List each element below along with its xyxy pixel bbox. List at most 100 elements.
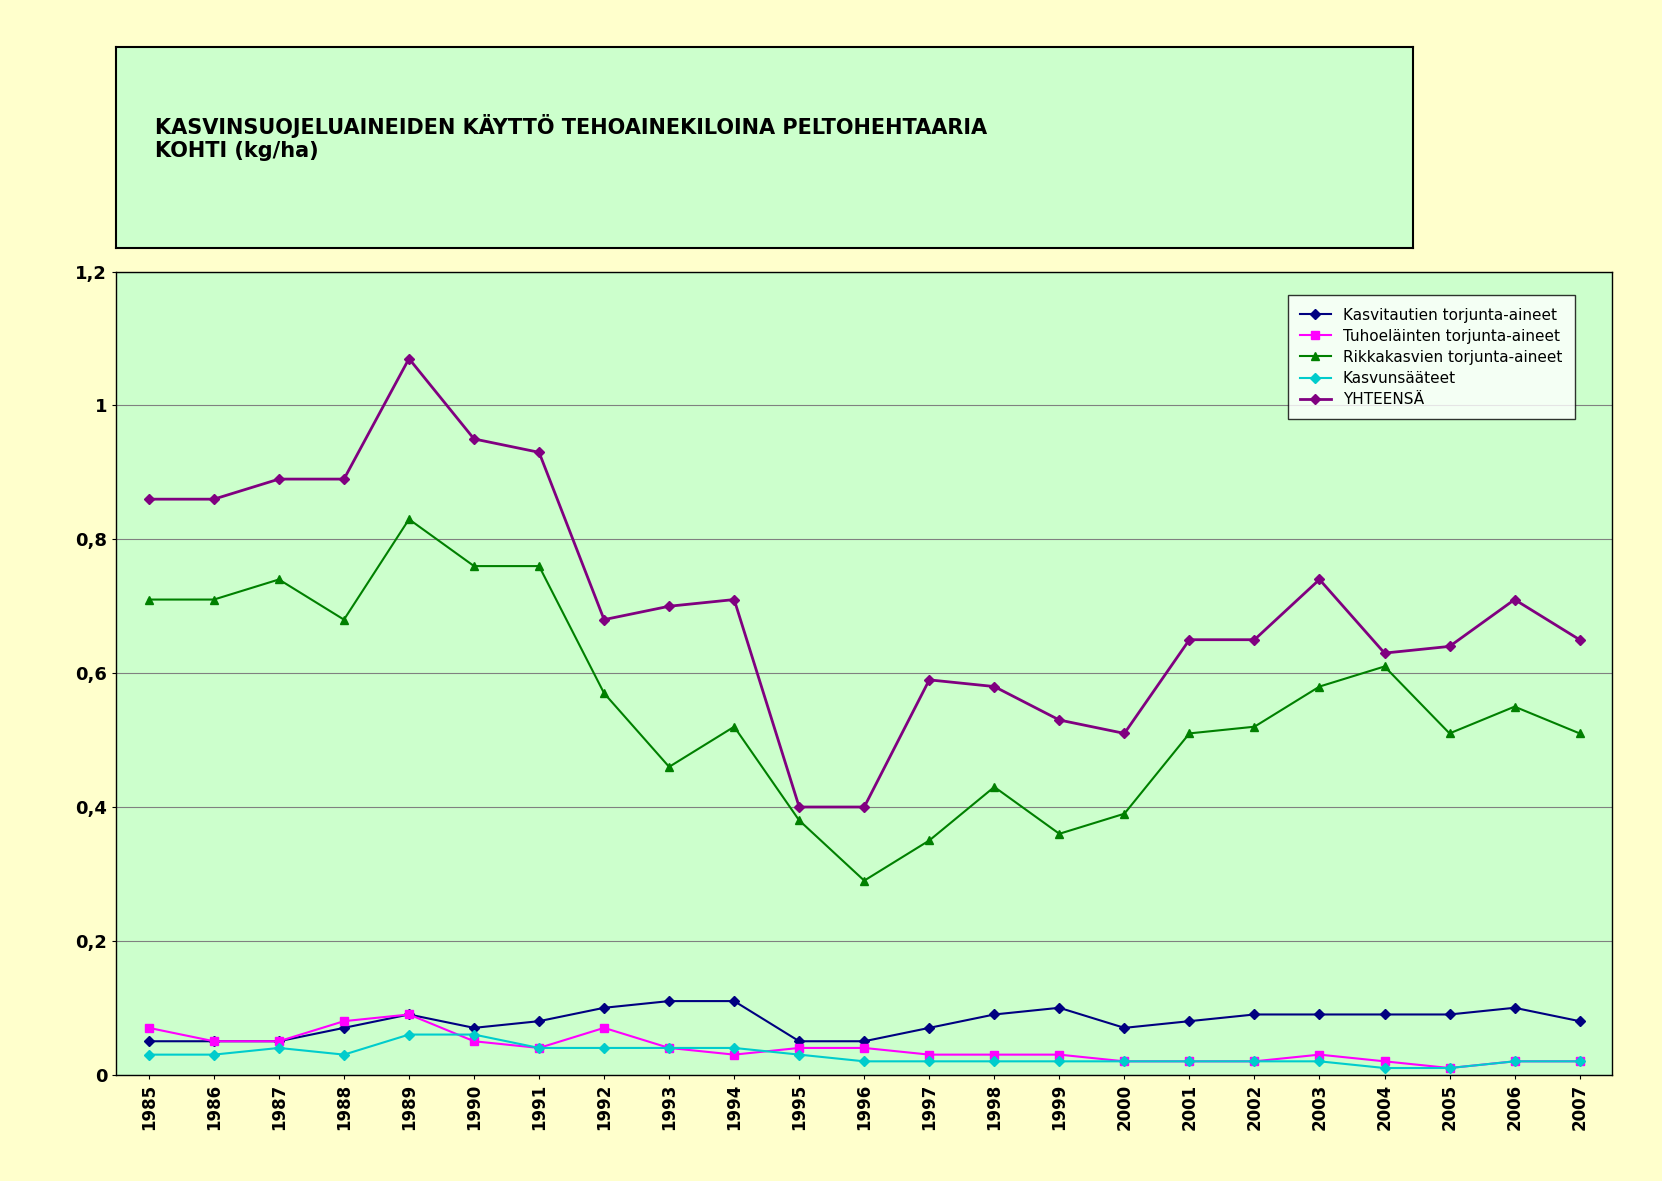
Kasvunsääteet xyxy=(334,1048,354,1062)
Kasvunsääteet xyxy=(399,1027,419,1042)
Rikkakasvien torjunta-aineet xyxy=(269,573,289,587)
Tuhoeläinten torjunta-aineet xyxy=(1049,1048,1069,1062)
YHTEENSÄ xyxy=(1439,639,1459,653)
Kasvitautien torjunta-aineet xyxy=(204,1035,224,1049)
Kasvitautien torjunta-aineet xyxy=(1245,1007,1265,1022)
Text: KASVINSUOJELUAINEIDEN KÄYTTÖ TEHOAINEKILOINA PELTOHEHTAARIA
KOHTI (kg/ha): KASVINSUOJELUAINEIDEN KÄYTTÖ TEHOAINEKIL… xyxy=(155,115,987,161)
Kasvunsääteet xyxy=(464,1027,484,1042)
Kasvunsääteet xyxy=(919,1055,939,1069)
Rikkakasvien torjunta-aineet xyxy=(919,834,939,848)
Tuhoeläinten torjunta-aineet xyxy=(593,1020,613,1035)
Kasvunsääteet xyxy=(140,1048,160,1062)
Kasvitautien torjunta-aineet xyxy=(1115,1020,1135,1035)
Rikkakasvien torjunta-aineet xyxy=(334,613,354,627)
Line: Kasvitautien torjunta-aineet: Kasvitautien torjunta-aineet xyxy=(145,998,1584,1045)
YHTEENSÄ xyxy=(1310,573,1330,587)
Rikkakasvien torjunta-aineet xyxy=(789,814,809,828)
Kasvunsääteet xyxy=(854,1055,874,1069)
Tuhoeläinten torjunta-aineet xyxy=(269,1035,289,1049)
YHTEENSÄ xyxy=(334,472,354,487)
Rikkakasvien torjunta-aineet xyxy=(1504,699,1524,713)
YHTEENSÄ xyxy=(269,472,289,487)
YHTEENSÄ xyxy=(399,352,419,366)
Kasvitautien torjunta-aineet xyxy=(399,1007,419,1022)
Rikkakasvien torjunta-aineet xyxy=(529,559,548,573)
Kasvitautien torjunta-aineet xyxy=(725,994,745,1009)
Kasvunsääteet xyxy=(660,1040,680,1055)
YHTEENSÄ xyxy=(789,800,809,814)
Tuhoeläinten torjunta-aineet xyxy=(919,1048,939,1062)
Kasvunsääteet xyxy=(984,1055,1004,1069)
YHTEENSÄ xyxy=(1374,646,1394,660)
Tuhoeläinten torjunta-aineet xyxy=(854,1040,874,1055)
Kasvitautien torjunta-aineet xyxy=(464,1020,484,1035)
Tuhoeläinten torjunta-aineet xyxy=(140,1020,160,1035)
YHTEENSÄ xyxy=(1504,593,1524,607)
Tuhoeläinten torjunta-aineet xyxy=(1569,1055,1589,1069)
Tuhoeläinten torjunta-aineet xyxy=(399,1007,419,1022)
Rikkakasvien torjunta-aineet xyxy=(1245,719,1265,733)
Rikkakasvien torjunta-aineet xyxy=(204,593,224,607)
YHTEENSÄ xyxy=(984,679,1004,693)
YHTEENSÄ xyxy=(140,492,160,507)
Kasvunsääteet xyxy=(1245,1055,1265,1069)
Rikkakasvien torjunta-aineet xyxy=(854,874,874,888)
Kasvitautien torjunta-aineet xyxy=(1049,1000,1069,1014)
Tuhoeläinten torjunta-aineet xyxy=(984,1048,1004,1062)
YHTEENSÄ xyxy=(464,432,484,446)
Line: YHTEENSÄ: YHTEENSÄ xyxy=(145,355,1584,810)
Kasvitautien torjunta-aineet xyxy=(919,1020,939,1035)
Kasvitautien torjunta-aineet xyxy=(789,1035,809,1049)
Kasvunsääteet xyxy=(269,1040,289,1055)
Kasvitautien torjunta-aineet xyxy=(1439,1007,1459,1022)
Kasvitautien torjunta-aineet xyxy=(593,1000,613,1014)
Kasvitautien torjunta-aineet xyxy=(984,1007,1004,1022)
Kasvitautien torjunta-aineet xyxy=(269,1035,289,1049)
Tuhoeläinten torjunta-aineet xyxy=(1115,1055,1135,1069)
Kasvunsääteet xyxy=(1569,1055,1589,1069)
YHTEENSÄ xyxy=(919,673,939,687)
Line: Rikkakasvien torjunta-aineet: Rikkakasvien torjunta-aineet xyxy=(145,515,1584,885)
YHTEENSÄ xyxy=(529,445,548,459)
Kasvitautien torjunta-aineet xyxy=(140,1035,160,1049)
Rikkakasvien torjunta-aineet xyxy=(1180,726,1200,740)
Rikkakasvien torjunta-aineet xyxy=(984,779,1004,794)
YHTEENSÄ xyxy=(593,613,613,627)
Tuhoeläinten torjunta-aineet xyxy=(725,1048,745,1062)
Tuhoeläinten torjunta-aineet xyxy=(1245,1055,1265,1069)
Rikkakasvien torjunta-aineet xyxy=(660,759,680,774)
Legend: Kasvitautien torjunta-aineet, Tuhoeläinten torjunta-aineet, Rikkakasvien torjunt: Kasvitautien torjunta-aineet, Tuhoeläint… xyxy=(1288,295,1574,419)
YHTEENSÄ xyxy=(1569,633,1589,647)
Rikkakasvien torjunta-aineet xyxy=(1310,679,1330,693)
Kasvitautien torjunta-aineet xyxy=(1180,1014,1200,1029)
Kasvitautien torjunta-aineet xyxy=(1504,1000,1524,1014)
Kasvunsääteet xyxy=(1504,1055,1524,1069)
Kasvunsääteet xyxy=(1310,1055,1330,1069)
Kasvunsääteet xyxy=(725,1040,745,1055)
Rikkakasvien torjunta-aineet xyxy=(725,719,745,733)
Rikkakasvien torjunta-aineet xyxy=(1049,827,1069,841)
Tuhoeläinten torjunta-aineet xyxy=(1374,1055,1394,1069)
YHTEENSÄ xyxy=(660,599,680,613)
Kasvunsääteet xyxy=(529,1040,548,1055)
Kasvunsääteet xyxy=(1374,1061,1394,1075)
Rikkakasvien torjunta-aineet xyxy=(1439,726,1459,740)
YHTEENSÄ xyxy=(204,492,224,507)
Tuhoeläinten torjunta-aineet xyxy=(1439,1061,1459,1075)
Kasvunsääteet xyxy=(204,1048,224,1062)
Tuhoeläinten torjunta-aineet xyxy=(334,1014,354,1029)
Kasvitautien torjunta-aineet xyxy=(854,1035,874,1049)
Tuhoeläinten torjunta-aineet xyxy=(529,1040,548,1055)
Line: Tuhoeläinten torjunta-aineet: Tuhoeläinten torjunta-aineet xyxy=(145,1010,1584,1072)
Kasvunsääteet xyxy=(1049,1055,1069,1069)
Tuhoeläinten torjunta-aineet xyxy=(1310,1048,1330,1062)
YHTEENSÄ xyxy=(1180,633,1200,647)
Rikkakasvien torjunta-aineet xyxy=(1115,807,1135,821)
Kasvitautien torjunta-aineet xyxy=(1374,1007,1394,1022)
YHTEENSÄ xyxy=(725,593,745,607)
Kasvunsääteet xyxy=(1439,1061,1459,1075)
Tuhoeläinten torjunta-aineet xyxy=(464,1035,484,1049)
Kasvunsääteet xyxy=(1180,1055,1200,1069)
Kasvitautien torjunta-aineet xyxy=(529,1014,548,1029)
Tuhoeläinten torjunta-aineet xyxy=(204,1035,224,1049)
